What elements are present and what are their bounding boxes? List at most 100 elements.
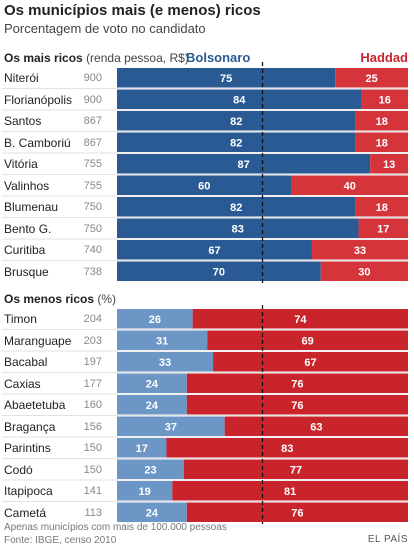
label-haddad-rich-0: 25: [366, 73, 378, 85]
bar-bolsonaro-rich-0: [117, 68, 336, 88]
label-haddad-rich-6: 18: [376, 202, 388, 214]
bar-bolsonaro-rich-1: [117, 89, 362, 109]
bar-bolsonaro-poor-2: [117, 352, 214, 372]
label-bolsonaro-poor-5: 37: [165, 421, 177, 433]
chart-title: Os municípios mais (e menos) ricos: [4, 2, 261, 19]
label-bolsonaro-rich-6: 82: [230, 202, 242, 214]
label-bolsonaro-rich-1: 84: [233, 94, 246, 106]
label-bolsonaro-rich-5: 60: [198, 180, 210, 192]
bar-bolsonaro-poor-0: [117, 309, 193, 329]
bar-haddad-rich-2: [355, 111, 408, 131]
row-renda-poor-2: 197: [83, 356, 102, 368]
bar-haddad-poor-2: [213, 352, 408, 372]
row-label-poor-3: Caxias: [4, 376, 41, 391]
label-haddad-poor-3: 76: [291, 378, 303, 390]
bar-bolsonaro-poor-1: [117, 330, 208, 350]
row-renda-poor-1: 203: [83, 334, 102, 347]
row-label-poor-0: Timon: [4, 312, 37, 326]
row-label-rich-3: B. Camboriú: [4, 135, 71, 150]
legend-haddad: Haddad: [360, 50, 408, 65]
label-haddad-rich-5: 40: [344, 180, 356, 192]
bar-haddad-poor-7: [183, 459, 408, 479]
bar-haddad-poor-4: [186, 395, 408, 415]
row-label-rich-0: Niterói: [4, 71, 39, 85]
label-haddad-rich-3: 18: [376, 137, 388, 149]
row-renda-rich-0: 900: [83, 72, 102, 84]
row-renda-rich-1: 900: [83, 93, 102, 106]
bar-haddad-poor-0: [192, 309, 408, 329]
row-label-poor-4: Abaetetuba: [4, 398, 66, 412]
legend-bolsonaro: Bolsonaro: [186, 50, 251, 65]
row-renda-rich-7: 750: [83, 222, 102, 235]
label-bolsonaro-poor-1: 31: [156, 335, 168, 347]
label-bolsonaro-poor-6: 17: [136, 443, 148, 455]
label-bolsonaro-poor-4: 24: [146, 400, 159, 412]
row-renda-poor-4: 160: [83, 399, 102, 411]
bar-bolsonaro-poor-9: [117, 502, 187, 522]
section-rich-note: (renda pessoa, R$): [86, 51, 189, 65]
bar-haddad-rich-8: [311, 240, 408, 260]
label-haddad-poor-2: 67: [304, 357, 316, 369]
row-label-poor-9: Cametá: [4, 505, 47, 520]
bar-bolsonaro-rich-7: [117, 218, 359, 238]
bar-haddad-poor-3: [186, 373, 408, 393]
section-rich-title: Os mais ricos: [4, 51, 83, 65]
row-renda-poor-3: 177: [83, 377, 102, 390]
bar-bolsonaro-poor-3: [117, 373, 187, 393]
bar-bolsonaro-rich-3: [117, 132, 356, 152]
label-haddad-poor-6: 83: [281, 443, 293, 455]
label-haddad-poor-4: 76: [291, 400, 303, 412]
row-renda-rich-3: 867: [83, 136, 102, 149]
row-renda-poor-8: 141: [83, 485, 102, 497]
section-poor-title: Os menos ricos: [4, 292, 95, 306]
row-renda-poor-7: 150: [83, 463, 102, 476]
row-renda-rich-8: 740: [83, 244, 102, 256]
label-haddad-rich-1: 16: [379, 94, 391, 106]
row-renda-rich-2: 867: [83, 115, 102, 127]
bar-haddad-rich-4: [370, 154, 408, 174]
bar-bolsonaro-rich-6: [117, 197, 356, 217]
label-bolsonaro-rich-7: 83: [232, 223, 244, 235]
section-poor-heading: Os menos ricos (%): [4, 292, 116, 306]
row-label-rich-2: Santos: [4, 114, 42, 128]
row-renda-rich-9: 738: [83, 265, 102, 278]
row-renda-rich-4: 755: [83, 158, 102, 170]
bar-bolsonaro-rich-4: [117, 154, 371, 174]
bar-haddad-rich-0: [335, 68, 408, 88]
bar-bolsonaro-poor-8: [117, 481, 173, 501]
label-haddad-poor-0: 74: [294, 314, 307, 326]
row-label-poor-5: Bragança: [4, 419, 56, 434]
row-renda-poor-6: 150: [83, 442, 102, 454]
label-haddad-rich-4: 13: [383, 159, 395, 171]
bar-haddad-rich-5: [291, 175, 408, 195]
bar-bolsonaro-rich-9: [117, 261, 321, 281]
label-bolsonaro-poor-9: 24: [146, 507, 159, 519]
row-label-poor-6: Parintins: [4, 441, 51, 455]
row-renda-poor-0: 204: [83, 313, 102, 325]
bar-haddad-rich-3: [355, 132, 408, 152]
bar-haddad-rich-7: [358, 218, 408, 238]
label-bolsonaro-rich-8: 67: [208, 245, 220, 257]
bar-haddad-poor-5: [224, 416, 408, 436]
label-bolsonaro-rich-2: 82: [230, 116, 242, 128]
bar-haddad-rich-9: [320, 261, 408, 281]
row-renda-poor-5: 156: [83, 420, 102, 433]
bar-haddad-poor-1: [207, 330, 408, 350]
footer-source: Fonte: IBGE, censo 2010: [4, 535, 117, 546]
chart-subtitle: Porcentagem de voto no candidato: [4, 21, 206, 36]
row-label-rich-8: Curitiba: [4, 243, 46, 257]
section-rich-heading: Os mais ricos (renda pessoa, R$): [4, 51, 189, 65]
row-label-rich-1: Florianópolis: [4, 92, 73, 107]
row-label-poor-2: Bacabal: [4, 355, 48, 369]
row-label-poor-1: Maranguape: [4, 333, 72, 348]
row-label-rich-7: Bento G.: [4, 221, 52, 236]
label-haddad-rich-2: 18: [376, 116, 388, 128]
brand-logo: EL PAÍS: [367, 534, 408, 545]
row-label-rich-5: Valinhos: [4, 178, 50, 193]
bar-haddad-rich-1: [361, 89, 408, 109]
label-bolsonaro-poor-2: 33: [159, 357, 171, 369]
row-label-poor-8: Itapipoca: [4, 484, 53, 498]
row-renda-poor-9: 113: [84, 506, 102, 519]
footer-note: Apenas municípios com mais de 100.000 pe…: [4, 522, 227, 533]
bar-bolsonaro-rich-2: [117, 111, 356, 131]
